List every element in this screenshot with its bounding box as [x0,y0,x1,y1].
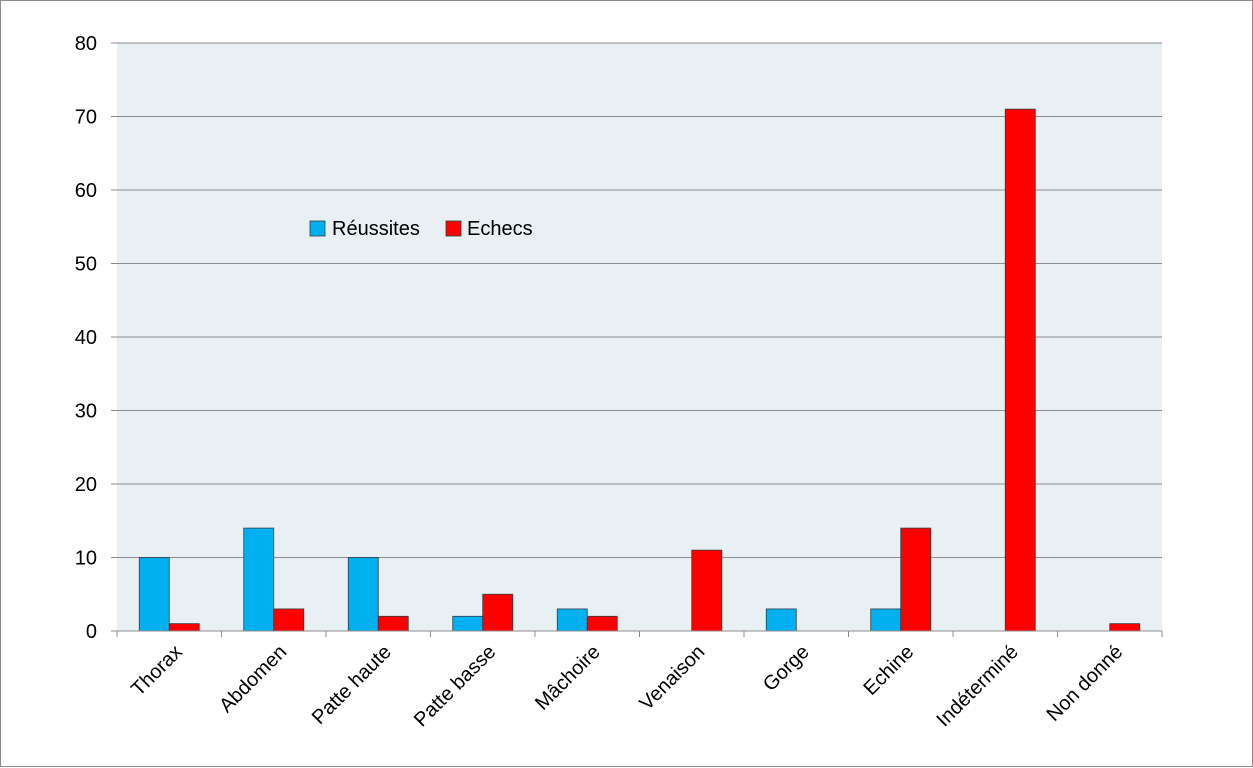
bar-reussites [347,557,379,632]
legend-swatch [445,220,462,237]
x-tick-label: Patte haute [308,641,396,729]
x-tick-label: Echine [859,641,918,700]
x-tick-label: Mâchoire [531,641,605,715]
legend-swatch [309,220,326,237]
y-tick-label: 0 [86,621,97,643]
x-tick-label: Venaison [636,641,710,715]
bar-echecs [168,623,200,632]
x-tick-label: Abdomen [215,641,291,717]
bars [138,108,1141,632]
legend-label: Réussites [332,218,420,240]
bar-echecs [1004,108,1036,632]
x-tick-label: Gorge [759,641,814,696]
bar-reussites [870,608,902,632]
y-tick-label: 40 [75,327,97,349]
bar-reussites [765,608,797,632]
bar-echecs [377,615,409,632]
y-tick-label: 10 [75,548,97,570]
x-tick-label: Thorax [127,641,187,701]
legend: Réussites Echecs [309,218,533,240]
x-tick-label: Non donné [1043,641,1128,726]
y-tick-label: 70 [75,107,97,129]
bar-reussites [243,527,275,632]
bar-reussites [556,608,588,632]
y-axis-ticks: 0 10 20 30 40 50 60 70 80 [75,33,117,643]
bar-echecs [900,527,932,632]
bar-echecs [1109,623,1141,632]
x-axis-ticks: Thorax Abdomen Patte haute Patte basse Mâcho… [116,631,1163,731]
bar-reussites [452,615,484,632]
bar-echecs [691,549,723,632]
bar-reussites [138,557,170,632]
y-tick-label: 30 [75,401,97,423]
y-tick-label: 20 [75,474,97,496]
legend-label: Echecs [467,218,533,240]
bar-echecs [586,615,618,632]
x-tick-label: Indéterminé [933,641,1023,731]
y-tick-label: 60 [75,180,97,202]
bar-echecs [482,593,514,632]
x-tick-label: Patte basse [410,641,500,731]
gridlines [117,42,1162,558]
bar-echecs [273,608,305,632]
y-tick-label: 80 [75,33,97,55]
y-tick-label: 50 [75,254,97,276]
